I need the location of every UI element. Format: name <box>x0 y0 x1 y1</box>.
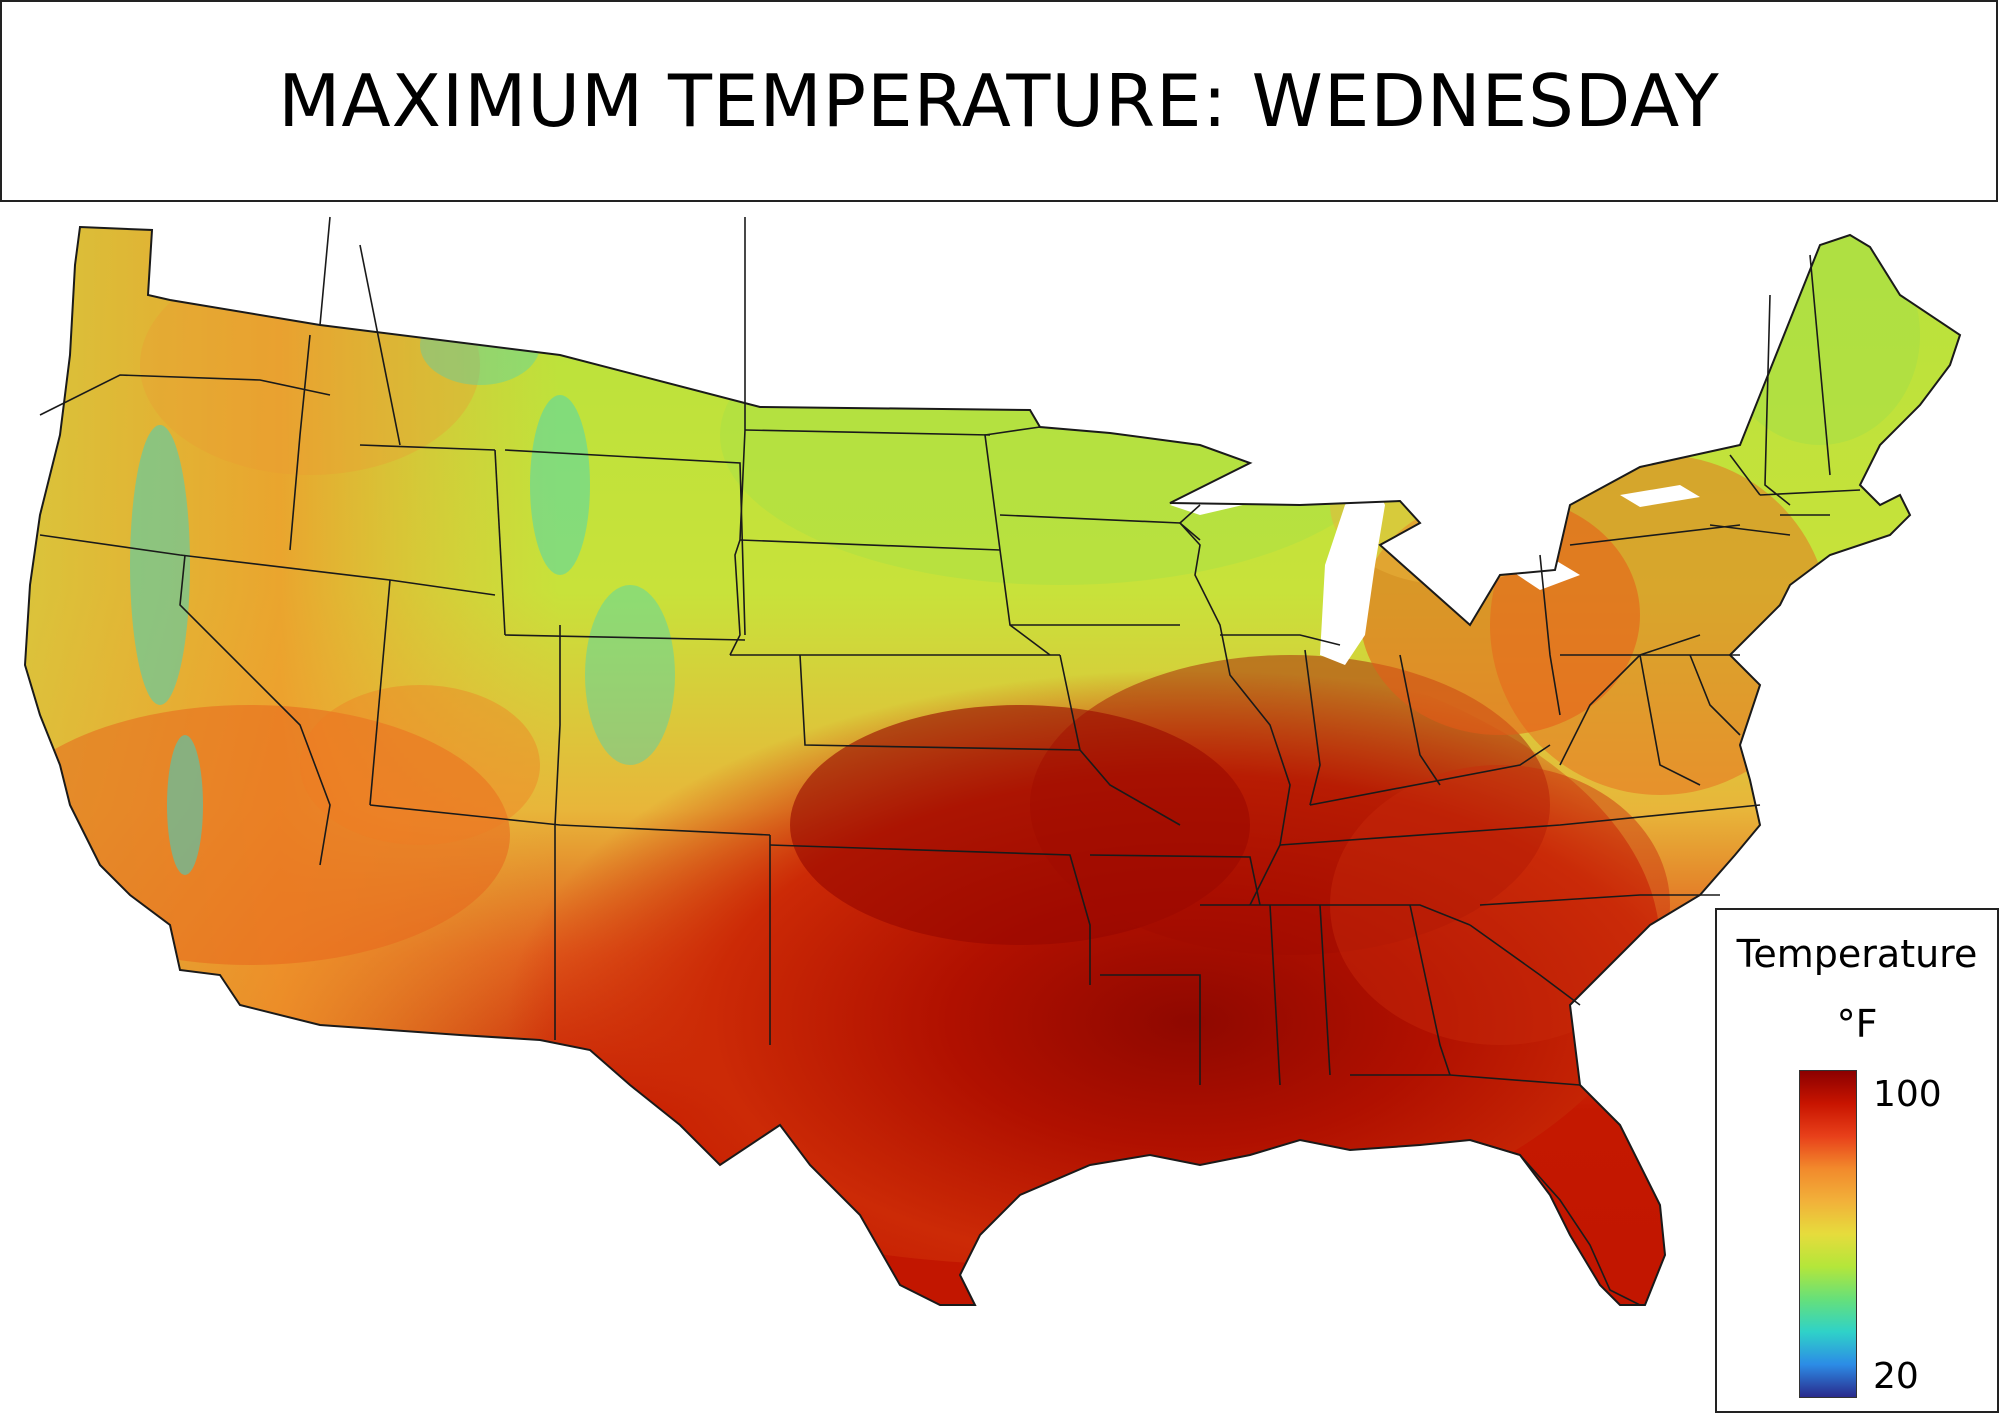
temperature-field <box>25 227 1960 1305</box>
country-outline <box>23 225 1962 1306</box>
lake-superior <box>1170 465 1330 515</box>
lake-erie <box>1510 560 1580 590</box>
map-area <box>0 205 2000 1414</box>
state-borders <box>39 216 1861 1086</box>
lake-ontario <box>1620 485 1700 507</box>
legend-title: Temperature <box>1736 932 1978 976</box>
legend-unit: °F <box>1836 1002 1878 1046</box>
title-box: MAXIMUM TEMPERATURE: WEDNESDAY <box>0 0 1998 202</box>
map-title: MAXIMUM TEMPERATURE: WEDNESDAY <box>278 59 1720 143</box>
legend: Temperature °F 100 20 <box>1715 908 1999 1413</box>
legend-colorbar <box>1799 1070 1857 1398</box>
legend-max-label: 100 <box>1873 1074 1942 1115</box>
legend-min-label: 20 <box>1873 1356 1919 1397</box>
lake-michigan <box>1320 475 1385 665</box>
temperature-map <box>23 216 1962 1306</box>
